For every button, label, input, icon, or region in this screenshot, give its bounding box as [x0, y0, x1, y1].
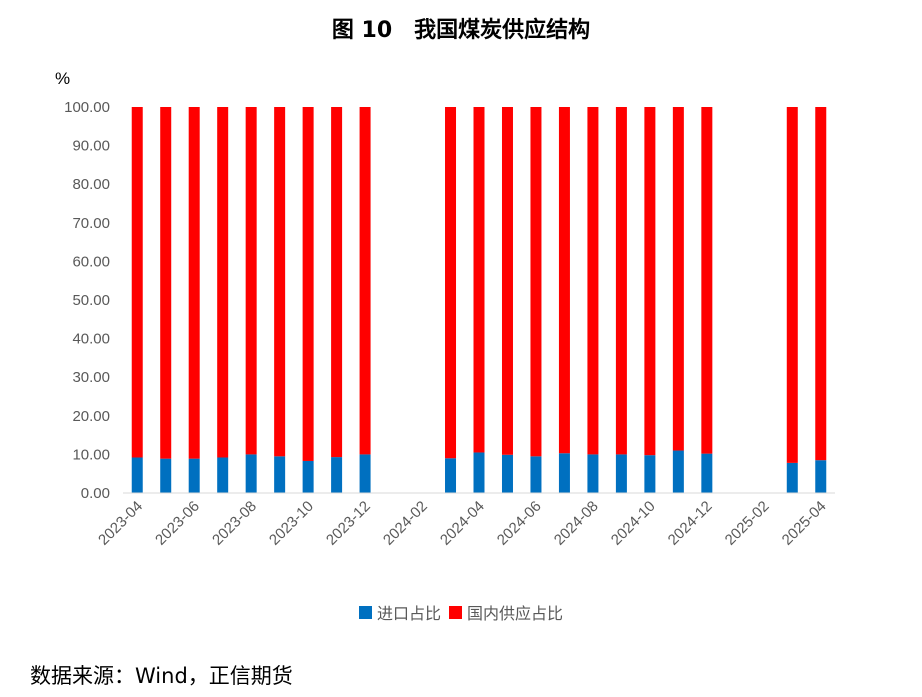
bar-import-share: [131, 457, 143, 493]
x-tick-label: 2023-08: [209, 498, 260, 549]
y-tick-label: 10.00: [72, 446, 110, 463]
bar-domestic-share: [302, 107, 314, 461]
x-tick-label: 2024-10: [608, 498, 659, 549]
bar-import-share: [473, 452, 485, 493]
bar-domestic-share: [672, 107, 684, 451]
bar-import-share: [644, 455, 656, 493]
bar-domestic-share: [815, 107, 827, 461]
bar-import-share: [359, 454, 371, 493]
x-tick-label: 2023-12: [323, 498, 374, 549]
bar-domestic-share: [644, 107, 656, 456]
bar-import-share: [786, 462, 798, 493]
y-tick-label: 20.00: [72, 408, 110, 425]
x-tick-label: 2024-04: [437, 498, 488, 549]
bar-domestic-share: [501, 107, 513, 455]
bar-domestic-share: [359, 107, 371, 455]
x-tick-label: 2023-10: [266, 498, 317, 549]
legend-label-import: 进口占比: [376, 604, 441, 623]
y-unit-label: %: [55, 69, 70, 88]
bar-import-share: [302, 460, 314, 493]
bar-import-share: [530, 456, 542, 493]
legend-swatch-import: [358, 605, 372, 619]
bar-import-share: [558, 453, 570, 493]
legend-item-domestic: 国内供应占比: [449, 600, 563, 624]
x-tick-label: 2023-04: [95, 498, 146, 549]
x-tick-label: 2024-06: [494, 498, 545, 549]
bar-domestic-share: [786, 107, 798, 463]
x-tick-label: 2025-02: [722, 498, 773, 549]
y-tick-label: 70.00: [72, 215, 110, 232]
bar-domestic-share: [615, 107, 627, 455]
bar-domestic-share: [217, 107, 229, 458]
bar-import-share: [331, 457, 343, 493]
bar-import-share: [445, 458, 457, 493]
bar-domestic-share: [473, 107, 485, 453]
legend-swatch-domestic: [449, 605, 462, 619]
bar-domestic-share: [530, 107, 542, 457]
y-tick-label: 50.00: [72, 292, 110, 309]
bar-import-share: [701, 453, 713, 493]
bar-import-share: [672, 450, 684, 493]
bar-domestic-share: [587, 107, 599, 455]
y-tick-label: 90.00: [72, 138, 110, 155]
y-tick-label: 80.00: [72, 176, 110, 193]
x-tick-label: 2023-06: [152, 498, 203, 549]
legend-item-import: 进口占比: [358, 600, 441, 624]
bar-import-share: [815, 460, 827, 493]
bars: [131, 107, 827, 493]
x-tick-label: 2024-08: [551, 498, 602, 549]
bar-import-share: [615, 454, 627, 493]
bar-domestic-share: [131, 107, 143, 458]
bar-import-share: [501, 454, 513, 493]
y-tick-label: 60.00: [72, 253, 110, 270]
bar-domestic-share: [701, 107, 713, 454]
bar-domestic-share: [445, 107, 457, 459]
x-axis: 2023-04 2023-06 2023-08 2023-10 2023-12 2024-…: [95, 498, 829, 549]
x-tick-label: 2024-02: [380, 498, 431, 549]
bar-domestic-share: [558, 107, 570, 454]
bar-import-share: [274, 456, 286, 493]
bar-domestic-share: [160, 107, 172, 459]
x-tick-label: 2025-04: [779, 498, 830, 549]
y-tick-label: 30.00: [72, 369, 110, 386]
y-tick-label: 0.00: [81, 485, 110, 502]
bar-domestic-share: [274, 107, 286, 457]
x-tick-label: 2024-12: [665, 498, 716, 549]
source-note: 数据来源：Wind，正信期货: [30, 664, 293, 688]
y-tick-label: 100.00: [64, 99, 110, 116]
bar-domestic-share: [245, 107, 257, 455]
y-axis: 0.00 10.00 20.00 30.00 40.00 50.00 60.00 70.00 8…: [64, 99, 110, 502]
legend-label-domestic: 国内供应占比: [467, 604, 564, 623]
bar-import-share: [217, 457, 229, 493]
y-tick-label: 40.00: [72, 331, 110, 348]
chart-plot: % 0.00 10.00 20.00 30.00 40.00 50.00 60.00 70.0…: [55, 69, 835, 549]
bar-domestic-share: [331, 107, 343, 458]
bar-import-share: [245, 454, 257, 493]
bar-domestic-share: [188, 107, 200, 459]
bar-import-share: [587, 454, 599, 493]
bar-import-share: [160, 458, 172, 493]
chart-title: 图 10 我国煤炭供应结构: [331, 18, 591, 43]
bar-import-share: [188, 458, 200, 493]
legend: 进口占比 国内供应占比: [0, 600, 922, 624]
